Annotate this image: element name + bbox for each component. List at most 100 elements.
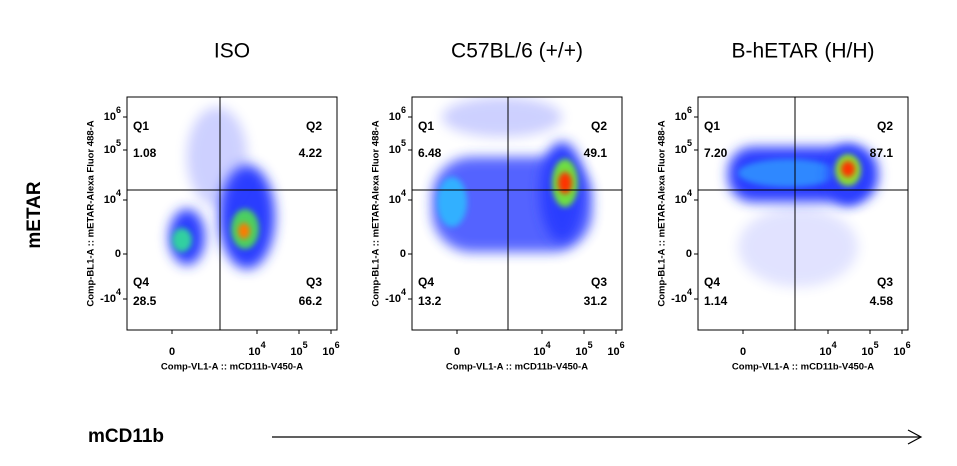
tick-base: 10 bbox=[290, 346, 302, 358]
tick-base: 0 bbox=[115, 248, 121, 260]
plot-frame bbox=[126, 96, 338, 331]
tick-exp: 6 bbox=[687, 105, 692, 115]
quadrant-label: Q1 bbox=[704, 119, 720, 133]
tick-label: 0 bbox=[169, 346, 175, 358]
tick-exp: 4 bbox=[546, 340, 551, 350]
tick-base: 0 bbox=[454, 346, 460, 358]
quadrant-value: 31.2 bbox=[584, 294, 608, 308]
tick-exp: 4 bbox=[116, 188, 121, 198]
quadrant-value: 7.20 bbox=[704, 146, 728, 160]
quadrant-label: Q4 bbox=[133, 275, 149, 289]
tick-label: 105 bbox=[675, 138, 692, 156]
tick-exp: 6 bbox=[906, 340, 911, 350]
quadrant-label: Q1 bbox=[418, 119, 434, 133]
panel-title: ISO bbox=[214, 40, 250, 63]
tick-exp: 4 bbox=[687, 188, 692, 198]
tick-label: -104 bbox=[385, 287, 406, 305]
tick-base: 10 bbox=[675, 111, 687, 123]
tick-label: 104 bbox=[819, 340, 836, 358]
tick-base: 0 bbox=[169, 346, 175, 358]
quadrant-value: 4.22 bbox=[299, 146, 323, 160]
plot-frame bbox=[697, 96, 909, 331]
tick-label: 106 bbox=[675, 105, 692, 123]
quadrant-label: Q4 bbox=[704, 275, 720, 289]
quadrant-value: 1.14 bbox=[704, 294, 728, 308]
tick-base: -10 bbox=[100, 293, 116, 305]
tick-base: 10 bbox=[322, 346, 334, 358]
tick-label: 106 bbox=[893, 340, 910, 358]
tick-label: 104 bbox=[389, 188, 406, 206]
tick-exp: 4 bbox=[687, 287, 692, 297]
quadrant-label: Q1 bbox=[133, 119, 149, 133]
tick-label: 0 bbox=[400, 248, 406, 260]
quadrant-value: 66.2 bbox=[299, 294, 323, 308]
tick-base: 10 bbox=[675, 194, 687, 206]
tick-label: 104 bbox=[533, 340, 550, 358]
tick-base: 10 bbox=[819, 346, 831, 358]
quadrant-label: Q4 bbox=[418, 275, 434, 289]
quadrant-label: Q2 bbox=[877, 119, 893, 133]
quadrant-value: 13.2 bbox=[418, 294, 442, 308]
tick-label: 0 bbox=[454, 346, 460, 358]
tick-base: 10 bbox=[104, 111, 116, 123]
tick-exp: 6 bbox=[401, 105, 406, 115]
tick-exp: 5 bbox=[303, 340, 308, 350]
tick-label: 106 bbox=[322, 340, 339, 358]
tick-base: 0 bbox=[686, 248, 692, 260]
tick-label: 106 bbox=[104, 105, 121, 123]
y-label: mETAR bbox=[24, 181, 45, 248]
tick-label: 106 bbox=[607, 340, 624, 358]
tick-label: 0 bbox=[686, 248, 692, 260]
quadrant-value: 6.48 bbox=[418, 146, 442, 160]
tick-exp: 4 bbox=[401, 188, 406, 198]
tick-exp: 6 bbox=[335, 340, 340, 350]
tick-exp: 5 bbox=[401, 138, 406, 148]
tick-exp: 5 bbox=[116, 138, 121, 148]
quadrant-value: 49.1 bbox=[584, 146, 608, 160]
tick-label: 105 bbox=[389, 138, 406, 156]
quadrant-value: 28.5 bbox=[133, 294, 157, 308]
plot-frame bbox=[411, 96, 623, 331]
tick-exp: 4 bbox=[832, 340, 837, 350]
tick-base: 10 bbox=[248, 346, 260, 358]
tick-exp: 4 bbox=[401, 287, 406, 297]
quadrant-label: Q2 bbox=[306, 119, 322, 133]
x-axis-title: Comp-VL1-A :: mCD11b-V450-A bbox=[161, 362, 303, 373]
tick-base: 10 bbox=[389, 144, 401, 156]
tick-base: -10 bbox=[385, 293, 401, 305]
density bbox=[169, 107, 275, 269]
tick-label: 104 bbox=[104, 188, 121, 206]
tick-base: 10 bbox=[607, 346, 619, 358]
tick-base: 0 bbox=[400, 248, 406, 260]
tick-label: 104 bbox=[248, 340, 265, 358]
panel-title: C57BL/6 (+/+) bbox=[451, 40, 583, 63]
y-axis-title: Comp-BL1-A :: mETAR-Alexa Fluor 488-A bbox=[371, 120, 382, 306]
arrow-head bbox=[907, 429, 923, 445]
tick-exp: 6 bbox=[620, 340, 625, 350]
quadrant-label: Q3 bbox=[591, 275, 607, 289]
quadrant-value: 1.08 bbox=[133, 146, 157, 160]
y-axis-title: Comp-BL1-A :: mETAR-Alexa Fluor 488-A bbox=[86, 120, 97, 306]
x-axis-title: Comp-VL1-A :: mCD11b-V450-A bbox=[446, 362, 588, 373]
tick-base: 10 bbox=[533, 346, 545, 358]
tick-base: 10 bbox=[389, 111, 401, 123]
tick-exp: 5 bbox=[687, 138, 692, 148]
tick-base: 10 bbox=[389, 194, 401, 206]
tick-base: 10 bbox=[575, 346, 587, 358]
tick-label: 105 bbox=[861, 340, 878, 358]
tick-base: 10 bbox=[861, 346, 873, 358]
tick-base: 10 bbox=[893, 346, 905, 358]
panel-title: B-hETAR (H/H) bbox=[731, 40, 874, 63]
tick-base: 10 bbox=[104, 194, 116, 206]
tick-label: 106 bbox=[389, 105, 406, 123]
tick-exp: 6 bbox=[116, 105, 121, 115]
tick-exp: 4 bbox=[116, 287, 121, 297]
tick-base: -10 bbox=[671, 293, 687, 305]
tick-label: -104 bbox=[671, 287, 692, 305]
tick-label: 105 bbox=[575, 340, 592, 358]
